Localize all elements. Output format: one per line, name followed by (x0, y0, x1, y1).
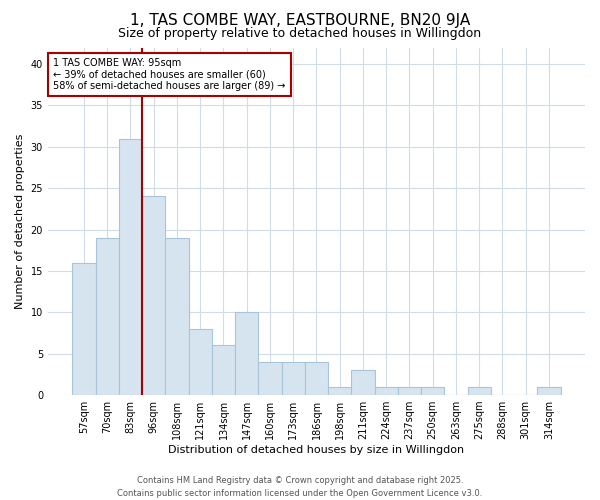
Bar (421, 387, 445, 395)
Bar (305, 362, 328, 395)
Bar (374, 387, 398, 395)
Bar (188, 329, 212, 395)
Bar (467, 387, 491, 395)
Text: 1, TAS COMBE WAY, EASTBOURNE, BN20 9JA: 1, TAS COMBE WAY, EASTBOURNE, BN20 9JA (130, 12, 470, 28)
Bar (73, 262, 95, 395)
Text: Contains HM Land Registry data © Crown copyright and database right 2025.
Contai: Contains HM Land Registry data © Crown c… (118, 476, 482, 498)
Bar (352, 370, 374, 395)
Bar (142, 196, 166, 395)
Bar (212, 346, 235, 395)
Bar (398, 387, 421, 395)
Text: 1 TAS COMBE WAY: 95sqm
← 39% of detached houses are smaller (60)
58% of semi-det: 1 TAS COMBE WAY: 95sqm ← 39% of detached… (53, 58, 286, 91)
Bar (95, 238, 119, 395)
Bar (259, 362, 281, 395)
Y-axis label: Number of detached properties: Number of detached properties (15, 134, 25, 309)
X-axis label: Distribution of detached houses by size in Willingdon: Distribution of detached houses by size … (169, 445, 464, 455)
Bar (119, 138, 142, 395)
Bar (235, 312, 259, 395)
Text: Size of property relative to detached houses in Willingdon: Size of property relative to detached ho… (118, 28, 482, 40)
Bar (281, 362, 305, 395)
Bar (538, 387, 560, 395)
Bar (166, 238, 188, 395)
Bar (328, 387, 352, 395)
